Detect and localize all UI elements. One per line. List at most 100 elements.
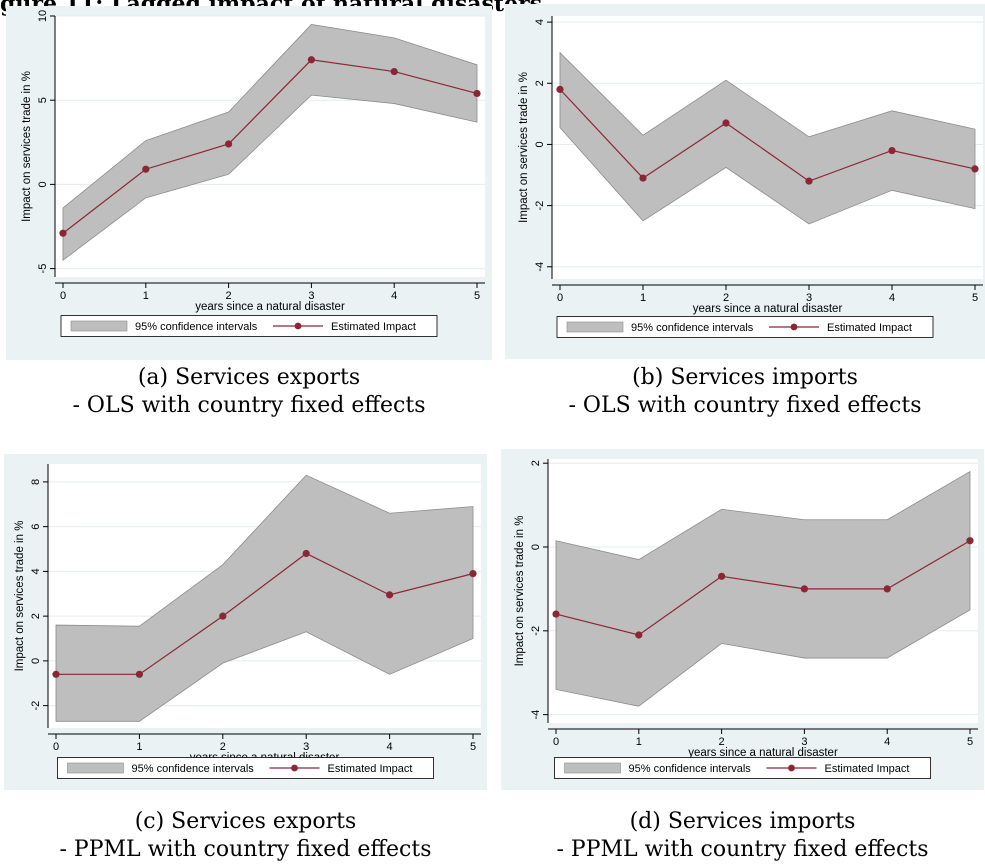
chart-a-legend-line-label: Estimated Impact [331,321,416,333]
chart-b-legend [556,316,934,338]
chart-a-legend-marker [294,322,302,330]
chart-c-legend-marker [291,764,298,772]
caption-c-line1: (c) Services exports [134,809,357,834]
chart-a-point [225,140,233,148]
chart-d-point [966,537,974,545]
chart-a-legend-ci-label: 95% confidence intervals [135,321,258,333]
chart-b-ytick-label: 4 [534,19,546,25]
chart-c-ytick-label: 2 [30,613,42,619]
chart-a-ci-band [62,23,478,261]
chart-c-ytick-label: 8 [30,479,42,485]
chart-a: -5 0 5 10 0 1 2 3 4 5 years since a natural disast… [6,6,492,360]
chart-b-ytick-label: -4 [534,262,546,272]
chart-a-ytick-label: 10 [37,10,49,22]
chart-c-ytick-label: 4 [30,568,42,574]
chart-d-point [635,631,643,639]
chart-panel-c: -202468012345years since a natural disas… [4,454,487,790]
chart-d-point [552,610,560,618]
chart-c-xtick-label: 3 [303,741,309,753]
chart-a-point [59,229,67,237]
chart-c-xtick-label: 4 [387,741,393,753]
chart-b-ytick-label: -2 [534,201,546,211]
chart-d-xtick-label: 4 [884,736,890,748]
caption-d-line1: (d) Services imports [629,809,856,834]
chart-d-xtick-label: 3 [801,736,807,748]
chart-b-legend-marker [790,323,798,331]
chart-a-xtick-label: 5 [474,290,480,302]
chart-b-xtick-label: 2 [723,292,729,304]
chart-a-xtick-label: 4 [391,290,397,302]
chart-b-ylabel: Impact on services trade in % [518,72,530,223]
chart-b-legend-ci-label: 95% confidence intervals [631,322,754,334]
chart-a-ytick-label: 5 [37,97,49,103]
chart-b-xtick-label: 3 [806,292,812,304]
caption-d-line2: - PPML with country fixed effects [556,837,929,862]
chart-a-xtick-label: 0 [60,290,66,302]
chart-b-legend-ci-swatch [566,321,624,333]
chart-b-point [805,177,813,185]
chart-d-estimate-line [555,540,971,636]
chart-panel-a: -5 0 5 10 0 1 2 3 4 5 years since a natural disast… [6,6,492,360]
chart-b-xtick-label: 5 [972,292,978,304]
chart-a-point [142,165,150,173]
chart-c-xtick-label: 2 [220,741,226,753]
chart-d-ci-band [555,470,971,707]
chart-d-point [883,585,891,593]
chart-d-xtick-label: 0 [553,736,559,748]
chart-c-point [386,591,394,599]
chart-b-xtick-label: 4 [889,292,895,304]
chart-d-ytick-label: 0 [530,544,542,550]
chart-d-xlabel: years since a natural disaster [688,747,838,759]
chart-b-point [556,85,564,93]
caption-a-line1: (a) Services exports [137,365,361,390]
chart-c-xtick-label: 1 [136,741,142,753]
chart-a-xtick-label: 1 [143,290,149,302]
chart-c-point [469,570,477,578]
chart-b-xtick-label: 0 [557,292,563,304]
chart-d-xtick-label: 2 [719,736,725,748]
chart-b-legend-line-label: Estimated Impact [827,322,912,334]
chart-b-point [971,165,979,173]
chart-d-legend-ci-swatch [564,762,621,774]
chart-d-xtick-label: 1 [636,736,642,748]
chart-a-xtick-label: 2 [226,290,232,302]
chart-b-point [639,174,647,182]
chart-c-ytick-label: 6 [30,524,42,530]
chart-c-legend [57,757,434,779]
chart-b-ci-band [559,51,976,225]
chart-c-legend-ci-swatch [67,762,124,774]
chart-b-ytick-label: 0 [534,141,546,147]
caption-b-line1: (b) Services imports [632,365,858,390]
chart-panel-b: -4 -2 0 2 4 0 1 2 3 4 5 years since a natural disas… [505,4,985,359]
chart-b-ytick-label: 2 [534,80,546,86]
chart-c-estimate-line [56,552,474,675]
chart-c-xtick-label: 0 [53,741,59,753]
chart-a-ylabel: Impact on services trade in % [21,71,33,222]
chart-a-point [390,67,398,76]
chart-c-legend-ci-label: 95% confidence intervals [132,763,255,775]
chart-a-ytick-label: 0 [37,181,49,187]
chart-b-point [888,146,896,155]
chart-c-legend-line-label: Estimated Impact [328,763,413,775]
chart-d-ytick-label: -4 [530,710,542,720]
chart-a-xlabel: years since a natural disaster [195,301,345,313]
caption-c: (c) Services exports - PPML with country… [4,808,487,864]
chart-c-ytick-label: -2 [30,701,42,711]
chart-d-legend-ci-label: 95% confidence intervals [629,763,752,775]
chart-c-point [302,549,310,558]
caption-a: (a) Services exports - OLS with country … [6,364,492,420]
chart-d-legend-line-label: Estimated Impact [825,763,910,775]
chart-d-point [718,572,726,580]
caption-d: (d) Services imports - PPML with country… [501,808,984,864]
chart-a-legend [60,315,438,337]
chart-c-ylabel: Impact on services trade in % [14,521,26,672]
chart-d-point [800,585,808,593]
caption-b-line2: - OLS with country fixed effects [568,393,922,418]
chart-c-point [135,670,143,678]
chart-c-point [219,612,227,620]
chart-d: -4 -2 0 2 0 1 2 3 4 5 years since a natural disast… [501,449,984,790]
chart-d-ytick-label: 2 [530,460,542,466]
chart-c-ytick-label: 0 [30,658,42,664]
chart-d-legend [554,757,931,779]
chart-b-point [722,119,730,127]
